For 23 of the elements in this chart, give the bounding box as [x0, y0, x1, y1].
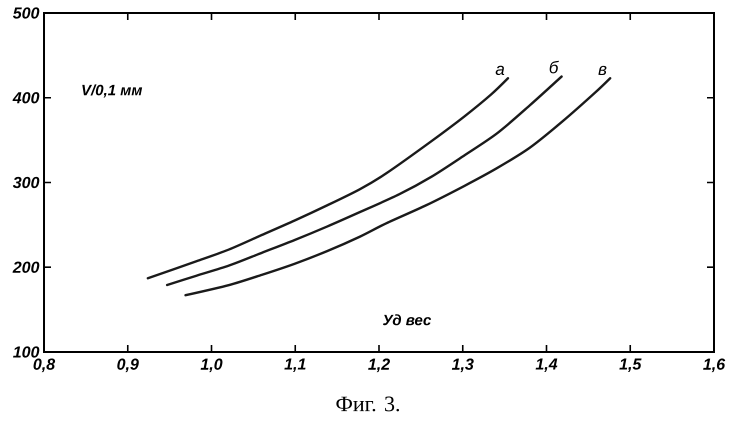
y-tick-label: 300 [12, 176, 40, 188]
x-axis-title: Уд вес [382, 314, 432, 326]
line-series [166, 75, 563, 286]
series-label: а [496, 66, 504, 76]
y-tick-label: 100 [13, 346, 40, 358]
y-axis-title: V/0,1 мм [82, 84, 142, 98]
x-tick-label: 1,6 [703, 358, 726, 372]
x-tick-label: 1,1 [284, 358, 306, 372]
x-tick-label: 1,5 [619, 358, 642, 372]
x-tick-label: 0,8 [34, 358, 56, 372]
line-series [184, 77, 612, 296]
y-tick-label: 400 [12, 92, 40, 104]
line-series [146, 77, 510, 280]
x-tick-label: 1,0 [200, 358, 222, 372]
text: Фиг. 3. [336, 396, 400, 412]
x-tick-label: 1,4 [536, 358, 558, 372]
series-label: в [598, 66, 606, 76]
y-tick-label: 200 [12, 262, 40, 273]
x-tick-label: 0,9 [117, 358, 139, 372]
x-tick-label: 1,2 [368, 358, 390, 372]
x-tick-label: 1,3 [452, 358, 474, 372]
series-label: б [550, 60, 559, 74]
y-tick-label: 500 [12, 7, 40, 19]
